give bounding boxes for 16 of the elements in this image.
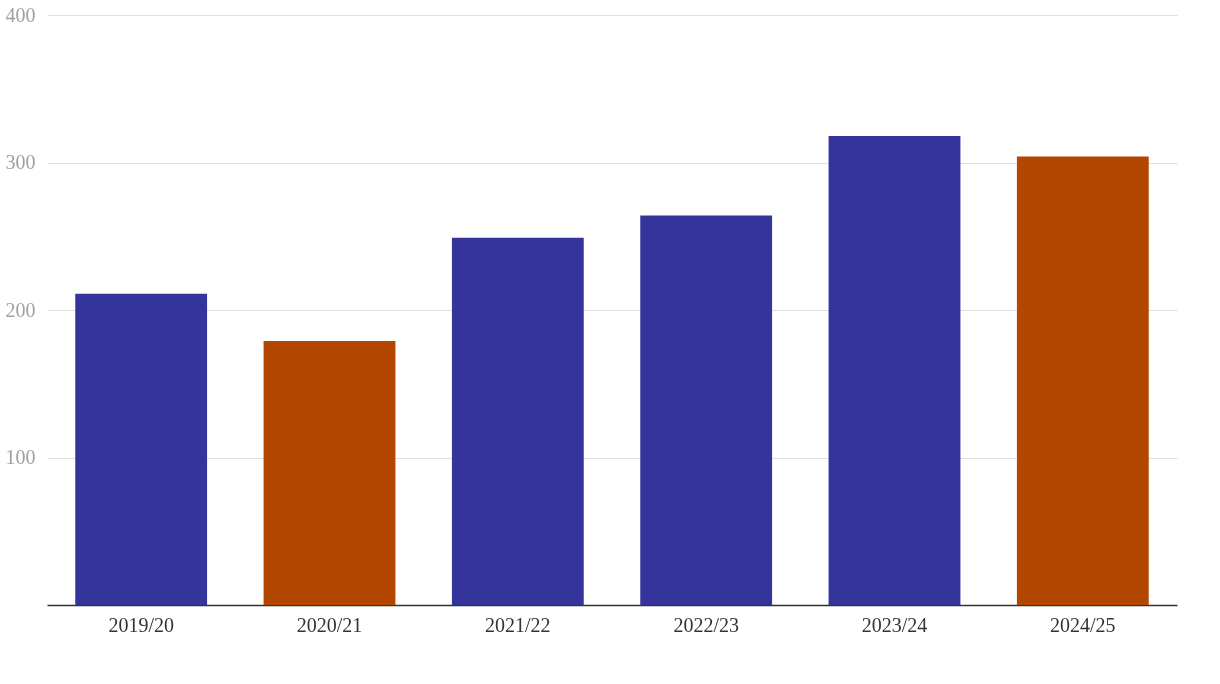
bar (75, 293, 208, 605)
bar (263, 340, 396, 605)
bar (828, 135, 961, 605)
bar (451, 237, 584, 605)
bar (640, 215, 773, 605)
x-tick-label: 2024/25 (1050, 613, 1116, 636)
x-tick-label: 2021/22 (485, 613, 551, 636)
y-tick-label: 200 (5, 298, 36, 321)
y-tick-label: 300 (5, 151, 36, 173)
x-tick-label: 2020/21 (296, 613, 363, 636)
x-tick-label: 2019/20 (108, 613, 174, 636)
y-tick-label: 100 (5, 446, 36, 468)
x-tick-label: 2023/24 (861, 613, 928, 636)
x-tick-label: 2022/23 (673, 613, 739, 636)
y-tick-label: 400 (5, 3, 36, 26)
bar (1016, 156, 1149, 605)
